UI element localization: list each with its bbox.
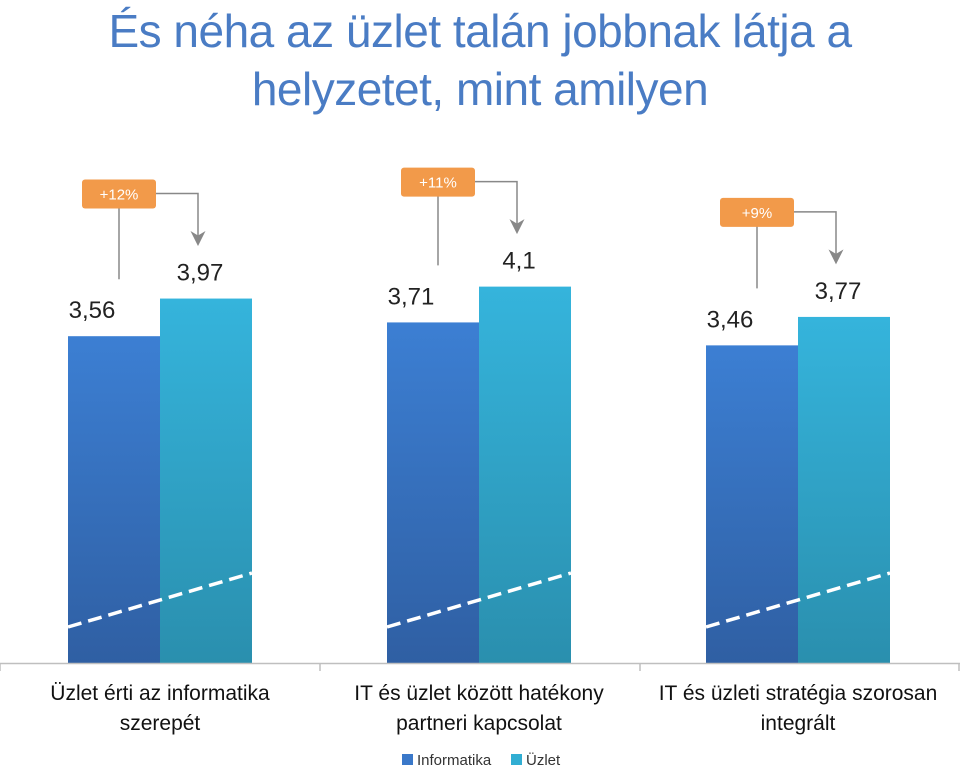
trend-dashed-line <box>386 571 572 629</box>
category-label: IT és üzleti stratégia szorosan <box>659 682 938 705</box>
title-line-1: És néha az üzlet talán jobbnak látja a <box>108 5 852 57</box>
category-label: integrált <box>761 712 836 735</box>
category-label: IT és üzlet között hatékony <box>354 682 604 705</box>
data-label: 3,71 <box>388 283 435 310</box>
data-label: 3,97 <box>177 260 224 287</box>
change-badge <box>720 197 794 227</box>
bar-uzlet-3 <box>798 316 890 663</box>
category-label: Üzlet érti az informatika <box>50 682 270 705</box>
legend-label: Informatika <box>417 752 492 769</box>
change-label: +12% <box>100 187 139 204</box>
data-label: 4,1 <box>502 248 535 275</box>
bar-informatika-1 <box>68 336 160 663</box>
trend-dashed-line <box>705 571 891 629</box>
data-label: 3,77 <box>815 278 862 305</box>
title-line-2: helyzetet, mint amilyen <box>251 63 709 115</box>
change-label: +9% <box>742 205 772 222</box>
trend-dashed-line <box>67 571 253 629</box>
change-arrow <box>437 180 525 266</box>
data-label: 3,56 <box>69 297 116 324</box>
category-label: szerepét <box>120 712 201 735</box>
bar-informatika-2 <box>387 322 479 663</box>
bar-informatika-3 <box>706 345 798 663</box>
legend-label: Üzlet <box>526 751 561 769</box>
change-arrow <box>756 211 844 289</box>
change-label: +11% <box>419 175 457 192</box>
legend-swatch <box>511 754 522 765</box>
change-badge <box>82 179 156 209</box>
category-label: partneri kapcsolat <box>396 712 562 735</box>
page-title: És néha az üzlet talán jobbnak látja a h… <box>0 2 960 118</box>
bar-uzlet-2 <box>479 286 571 663</box>
change-badge <box>401 167 475 197</box>
legend-swatch <box>402 754 413 765</box>
bar-uzlet-1 <box>160 298 252 663</box>
change-arrow <box>118 192 206 280</box>
data-label: 3,46 <box>707 306 754 333</box>
